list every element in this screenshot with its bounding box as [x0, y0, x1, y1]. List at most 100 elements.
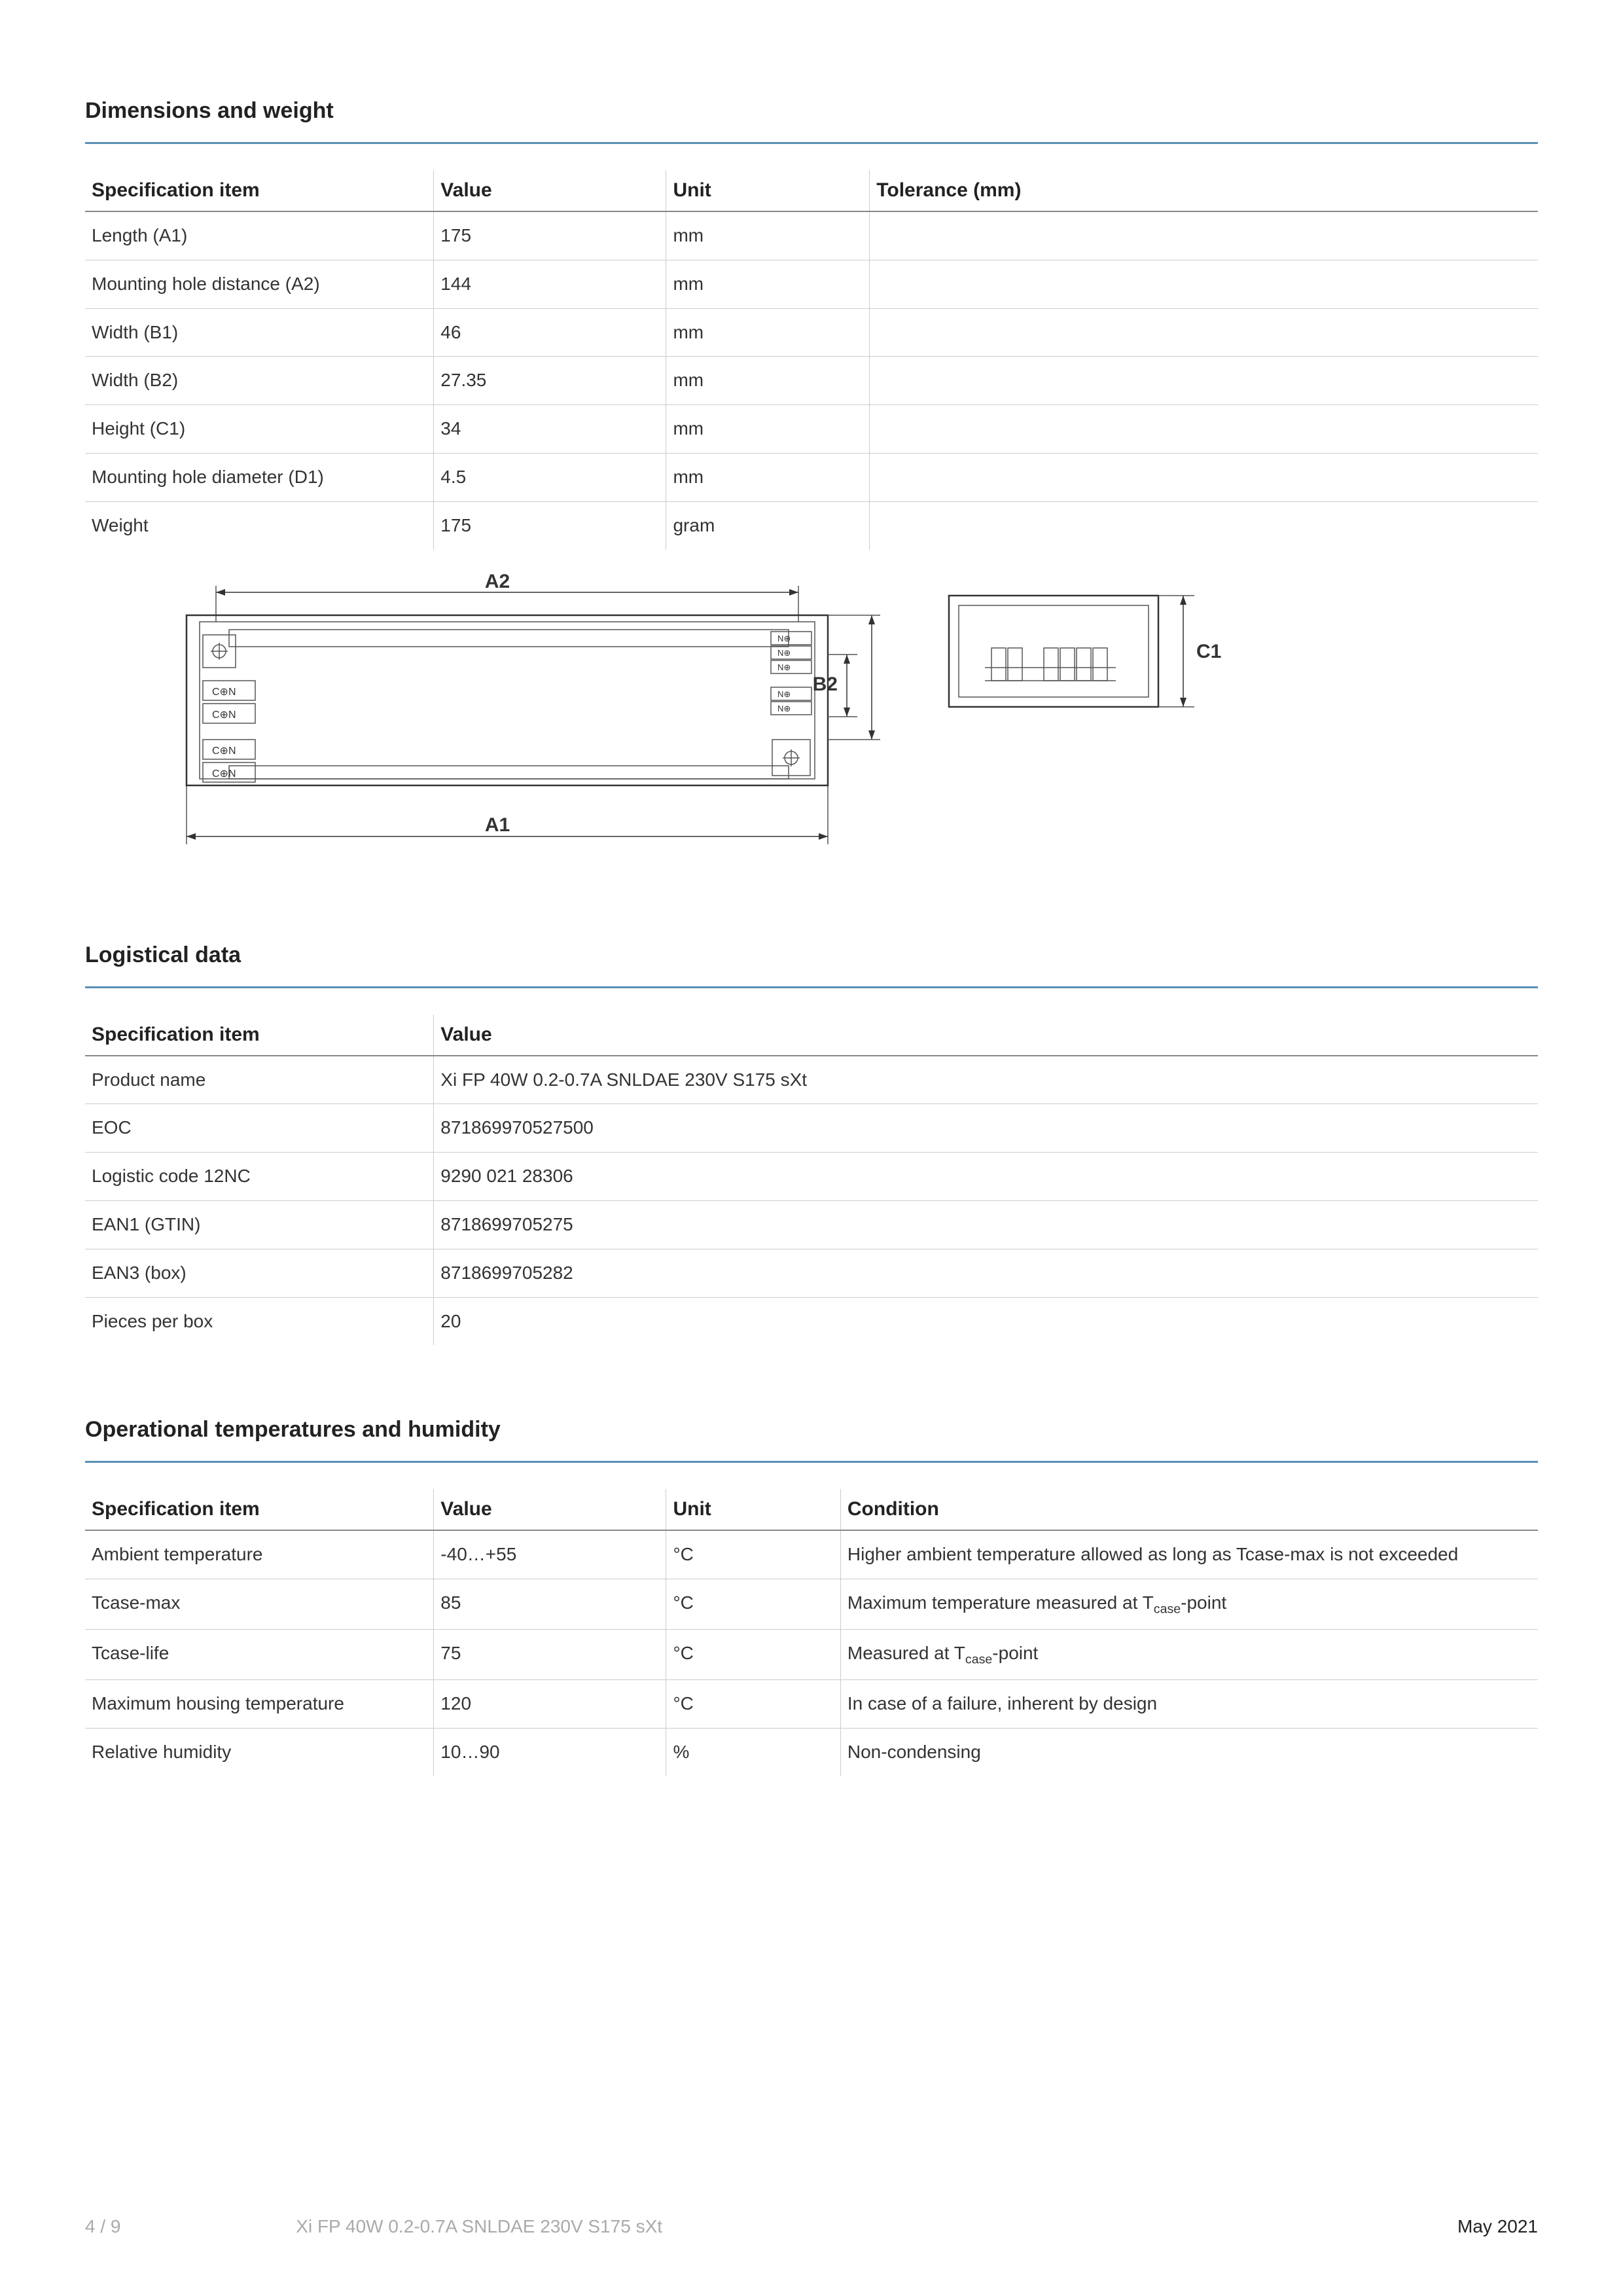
cell-value: Xi FP 40W 0.2-0.7A SNLDAE 230V S175 sXt — [434, 1056, 1538, 1104]
table-row: Logistic code 12NC9290 021 28306 — [85, 1153, 1538, 1201]
label-B1: B1 — [882, 673, 883, 695]
th-tol: Tolerance (mm) — [870, 170, 1538, 211]
logistical-table: Specification item Value Product nameXi … — [85, 1014, 1538, 1346]
table-row: Tcase-life75°CMeasured at Tcase-point — [85, 1630, 1538, 1680]
th-spec: Specification item — [85, 1014, 434, 1056]
dimensions-table: Specification item Value Unit Tolerance … — [85, 170, 1538, 550]
table-row: Relative humidity10…90%Non-condensing — [85, 1728, 1538, 1776]
section-title-operational: Operational temperatures and humidity — [85, 1417, 1538, 1443]
cell-item: Product name — [85, 1056, 434, 1104]
cell-item: EOC — [85, 1104, 434, 1153]
cell-unit: °C — [666, 1630, 840, 1680]
cell-item: Weight — [85, 501, 434, 549]
cell-value: 27.35 — [434, 357, 666, 405]
label-A1: A1 — [485, 814, 510, 836]
th-cond: Condition — [840, 1489, 1538, 1530]
diagram-side-view: C1 — [936, 569, 1237, 740]
svg-text:C⊕N: C⊕N — [212, 745, 236, 757]
cell-value: 46 — [434, 308, 666, 357]
section-title-logistical: Logistical data — [85, 942, 1538, 968]
svg-text:N⊕: N⊕ — [777, 704, 791, 713]
cell-item: Maximum housing temperature — [85, 1680, 434, 1729]
cell-item: Height (C1) — [85, 405, 434, 454]
cell-value: 8718699705282 — [434, 1249, 1538, 1297]
table-row: Weight175gram — [85, 501, 1538, 549]
table-header-row: Specification item Value Unit Condition — [85, 1489, 1538, 1530]
table-row: Mounting hole distance (A2)144mm — [85, 260, 1538, 308]
label-A2: A2 — [485, 571, 510, 592]
section-logistical: Logistical data Specification item Value… — [85, 942, 1538, 1346]
section-rule — [85, 142, 1538, 144]
cell-value: 8718699705275 — [434, 1200, 1538, 1249]
table-row: Height (C1)34mm — [85, 405, 1538, 454]
cell-unit: °C — [666, 1579, 840, 1630]
label-C1: C1 — [1196, 641, 1221, 662]
table-row: EAN1 (GTIN)8718699705275 — [85, 1200, 1538, 1249]
th-value: Value — [434, 1489, 666, 1530]
cell-tol — [870, 308, 1538, 357]
cell-item: Mounting hole distance (A2) — [85, 260, 434, 308]
cell-value: 34 — [434, 405, 666, 454]
th-value: Value — [434, 170, 666, 211]
section-rule — [85, 986, 1538, 988]
cell-value: 120 — [434, 1680, 666, 1729]
cell-item: Tcase-life — [85, 1630, 434, 1680]
footer-date: May 2021 — [1457, 2216, 1538, 2237]
cell-unit: mm — [666, 453, 870, 501]
th-spec: Specification item — [85, 170, 434, 211]
cell-cond: Non-condensing — [840, 1728, 1538, 1776]
cell-item: Relative humidity — [85, 1728, 434, 1776]
footer-product: Xi FP 40W 0.2-0.7A SNLDAE 230V S175 sXt — [296, 2216, 662, 2236]
th-unit: Unit — [666, 1489, 840, 1530]
table-header-row: Specification item Value Unit Tolerance … — [85, 170, 1538, 211]
cell-cond: Measured at Tcase-point — [840, 1630, 1538, 1680]
cell-value: 20 — [434, 1297, 1538, 1345]
table-row: Maximum housing temperature120°CIn case … — [85, 1680, 1538, 1729]
cell-tol — [870, 260, 1538, 308]
table-row: Mounting hole diameter (D1)4.5mm — [85, 453, 1538, 501]
cell-value: 85 — [434, 1579, 666, 1630]
cell-unit: mm — [666, 308, 870, 357]
cell-item: EAN3 (box) — [85, 1249, 434, 1297]
cell-cond: In case of a failure, inherent by design — [840, 1680, 1538, 1729]
cell-tol — [870, 453, 1538, 501]
cell-unit: % — [666, 1728, 840, 1776]
svg-text:N⊕: N⊕ — [777, 662, 791, 672]
cell-unit: gram — [666, 501, 870, 549]
cell-value: 175 — [434, 501, 666, 549]
table-row: EAN3 (box)8718699705282 — [85, 1249, 1538, 1297]
cell-value: 9290 021 28306 — [434, 1153, 1538, 1201]
cell-unit: mm — [666, 405, 870, 454]
cell-tol — [870, 357, 1538, 405]
terminal-block-right: N⊕ N⊕ N⊕ N⊕ N⊕ — [771, 632, 812, 715]
dimensions-diagram: A2 A1 — [85, 569, 1538, 870]
cell-tol — [870, 405, 1538, 454]
cell-value: 4.5 — [434, 453, 666, 501]
page: Dimensions and weight Specification item… — [0, 0, 1623, 2296]
section-rule — [85, 1461, 1538, 1463]
table-row: Width (B2)27.35mm — [85, 357, 1538, 405]
operational-table: Specification item Value Unit Condition … — [85, 1489, 1538, 1776]
svg-text:N⊕: N⊕ — [777, 648, 791, 658]
cell-value: 871869970527500 — [434, 1104, 1538, 1153]
th-spec: Specification item — [85, 1489, 434, 1530]
table-row: Product nameXi FP 40W 0.2-0.7A SNLDAE 23… — [85, 1056, 1538, 1104]
cell-item: Logistic code 12NC — [85, 1153, 434, 1201]
cell-item: Mounting hole diameter (D1) — [85, 453, 434, 501]
cell-cond: Maximum temperature measured at Tcase-po… — [840, 1579, 1538, 1630]
svg-text:N⊕: N⊕ — [777, 689, 791, 699]
cell-tol — [870, 211, 1538, 260]
cell-item: Width (B2) — [85, 357, 434, 405]
cell-cond: Higher ambient temperature allowed as lo… — [840, 1530, 1538, 1579]
cell-item: Ambient temperature — [85, 1530, 434, 1579]
cell-unit: °C — [666, 1680, 840, 1729]
cell-unit: mm — [666, 211, 870, 260]
section-dimensions: Dimensions and weight Specification item… — [85, 98, 1538, 870]
table-row: Ambient temperature-40…+55°CHigher ambie… — [85, 1530, 1538, 1579]
section-operational: Operational temperatures and humidity Sp… — [85, 1417, 1538, 1776]
label-B2: B2 — [813, 673, 838, 695]
th-value: Value — [434, 1014, 1538, 1056]
svg-text:C⊕N: C⊕N — [212, 768, 236, 780]
table-row: Length (A1)175mm — [85, 211, 1538, 260]
cell-value: 144 — [434, 260, 666, 308]
